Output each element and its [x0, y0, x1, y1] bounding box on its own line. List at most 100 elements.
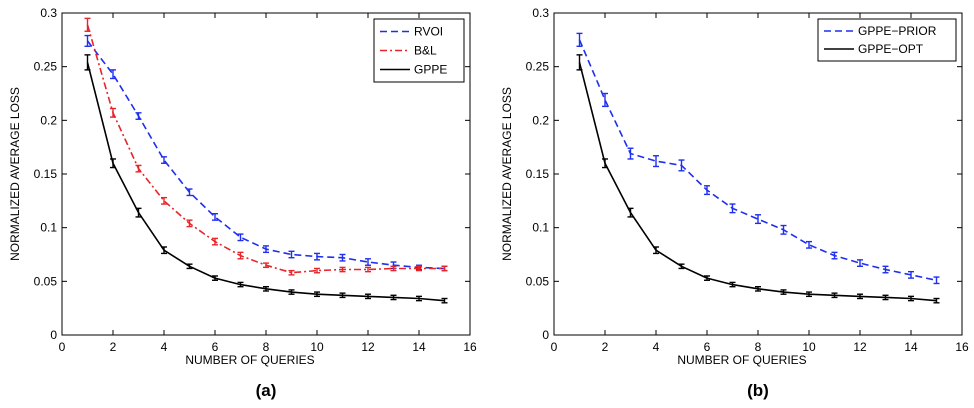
legend-box — [373, 18, 465, 83]
y-tick-label: 0 — [50, 328, 57, 342]
error-bar — [212, 213, 218, 221]
series-line — [578, 39, 937, 282]
legend: GPPE−PRIOR GPPE−OPT — [817, 18, 957, 62]
y-tick-label: 0.2 — [532, 113, 549, 127]
error-bar — [288, 289, 295, 295]
x-tick-label: 2 — [110, 340, 117, 354]
error-bar — [806, 240, 812, 249]
error-bar — [831, 251, 838, 260]
error-bar — [110, 107, 116, 118]
x-tick-label: 14 — [904, 340, 918, 354]
error-bar — [339, 292, 346, 299]
error-bar — [729, 281, 736, 288]
error-bar — [237, 251, 244, 260]
error-bar — [857, 293, 863, 300]
x-axis-label: NUMBER OF QUERIES — [185, 353, 314, 367]
error-bar — [161, 196, 167, 205]
x-tick-label: 16 — [955, 340, 969, 354]
error-bar — [237, 233, 244, 242]
error-bar — [933, 276, 940, 285]
y-tick-label: 0.2 — [40, 113, 57, 127]
error-bar — [653, 155, 659, 168]
y-axis-label: NORMALIZED AVERAGE LOSS — [8, 87, 22, 261]
error-bar — [704, 275, 710, 281]
y-tick-label: 0.25 — [34, 60, 58, 74]
error-bar — [602, 158, 608, 169]
error-bar — [161, 156, 167, 164]
y-axis-label: NORMALIZED AVERAGE LOSS — [500, 87, 514, 261]
error-bar — [186, 263, 193, 270]
error-bar — [263, 245, 269, 254]
error-bar — [288, 250, 295, 259]
y-tick-label: 0.15 — [34, 167, 58, 181]
panel-caption: (b) — [747, 381, 769, 400]
error-bar — [755, 286, 761, 292]
y-tick-label: 0.05 — [34, 274, 58, 288]
error-bar — [576, 54, 583, 71]
error-bar — [365, 258, 371, 266]
error-bar — [161, 246, 167, 255]
legend-label: GPPE−PRIOR — [858, 24, 937, 38]
x-tick-label: 12 — [361, 340, 375, 354]
y-tick-label: 0.25 — [526, 60, 550, 74]
error-bar — [263, 262, 269, 269]
error-bar — [653, 246, 659, 255]
error-bar — [704, 185, 710, 196]
y-tick-label: 0.3 — [40, 6, 57, 20]
error-bar — [780, 289, 787, 295]
y-tick-label: 0.05 — [526, 274, 550, 288]
error-bar — [212, 237, 218, 246]
error-bar — [390, 265, 397, 272]
error-bar — [84, 54, 91, 71]
error-bar — [678, 263, 685, 270]
series-gppe-opt — [576, 54, 940, 304]
error-bar — [263, 286, 269, 292]
legend-item: GPPE — [380, 63, 447, 77]
error-bar — [857, 259, 863, 268]
chart-panel-a: 0 2 4 6 8 10 12 14 16 0 0.05 0.1 0.15 0.2 0.25 0.3 NUMBE… — [8, 6, 477, 400]
error-bar — [186, 188, 193, 197]
y-tick-label: 0.1 — [532, 221, 549, 235]
legend-item: GPPE−PRIOR — [824, 24, 937, 38]
y-tick-label: 0.1 — [40, 221, 57, 235]
error-bar — [780, 224, 787, 235]
x-tick-label: 0 — [551, 340, 558, 354]
x-tick-label: 12 — [853, 340, 867, 354]
error-bar — [314, 267, 320, 274]
x-tick-label: 2 — [602, 340, 609, 354]
error-bar — [882, 294, 889, 301]
error-bar — [882, 265, 889, 274]
error-bar — [441, 265, 448, 272]
error-bar — [110, 69, 116, 80]
error-bar — [831, 292, 838, 299]
x-axis-label: NUMBER OF QUERIES — [677, 353, 806, 367]
legend-label: B&L — [414, 44, 437, 58]
error-bar — [186, 219, 193, 228]
error-bar — [933, 297, 940, 304]
y-tick-label: 0 — [542, 328, 549, 342]
error-bar — [729, 203, 736, 214]
error-bar — [212, 275, 218, 281]
error-bar — [135, 164, 142, 173]
error-bar — [110, 158, 116, 169]
error-bar — [314, 291, 320, 298]
error-bar — [390, 294, 397, 301]
series-b-l — [84, 17, 448, 276]
error-bar — [441, 297, 448, 304]
x-tick-label: 6 — [212, 340, 219, 354]
series-rvoi — [84, 34, 448, 272]
error-bar — [135, 207, 142, 218]
error-bar — [84, 17, 91, 32]
chart-panel-b: 0 2 4 6 8 10 12 14 16 0 0.05 0.1 0.15 0.2 0.25 0.3 NUMBE… — [500, 6, 969, 400]
error-bar — [806, 291, 812, 298]
error-bar — [237, 281, 244, 288]
error-bar — [755, 214, 761, 225]
series-gppe — [84, 54, 448, 304]
x-tick-label: 4 — [161, 340, 168, 354]
error-bar — [416, 265, 422, 272]
y-tick-label: 0.15 — [526, 167, 550, 181]
error-bar — [416, 295, 422, 302]
legend-label: GPPE−OPT — [858, 42, 924, 56]
error-bar — [314, 252, 320, 261]
